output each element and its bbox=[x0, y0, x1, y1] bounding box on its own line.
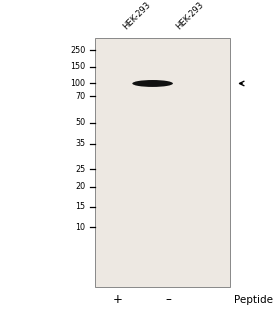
Text: 100: 100 bbox=[70, 79, 85, 88]
Text: +: + bbox=[113, 293, 123, 306]
Text: 15: 15 bbox=[75, 203, 85, 211]
Text: 20: 20 bbox=[75, 182, 85, 191]
Text: 250: 250 bbox=[70, 46, 85, 55]
Text: 35: 35 bbox=[75, 140, 85, 148]
Text: HEK-293: HEK-293 bbox=[121, 0, 152, 32]
Text: 10: 10 bbox=[75, 223, 85, 232]
Text: HEK-293: HEK-293 bbox=[174, 0, 206, 32]
Text: 150: 150 bbox=[70, 62, 85, 71]
Text: –: – bbox=[165, 293, 171, 306]
Ellipse shape bbox=[132, 80, 173, 87]
Text: 70: 70 bbox=[75, 92, 85, 100]
Text: Peptide: Peptide bbox=[234, 295, 273, 305]
Text: 50: 50 bbox=[75, 118, 85, 127]
Bar bbox=[95, 38, 230, 287]
Text: 25: 25 bbox=[75, 165, 85, 174]
